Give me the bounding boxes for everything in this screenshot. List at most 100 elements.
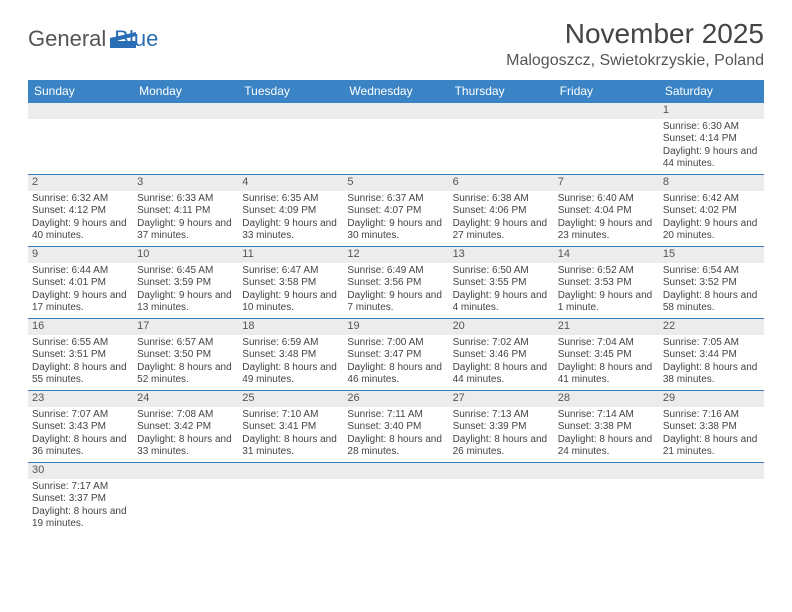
sunrise-text: Sunrise: 7:00 AM: [347, 337, 444, 350]
daylight-text: Daylight: 8 hours and 36 minutes.: [32, 434, 129, 459]
sunset-text: Sunset: 3:37 PM: [32, 493, 129, 506]
daylight-text: Daylight: 9 hours and 33 minutes.: [242, 218, 339, 243]
sunrise-text: Sunrise: 6:37 AM: [347, 193, 444, 206]
day-number: 21: [554, 319, 659, 335]
calendar-week-row: 2Sunrise: 6:32 AMSunset: 4:12 PMDaylight…: [28, 175, 764, 247]
calendar-day-cell: 11Sunrise: 6:47 AMSunset: 3:58 PMDayligh…: [238, 247, 343, 319]
day-number: 17: [133, 319, 238, 335]
sunset-text: Sunset: 3:59 PM: [137, 277, 234, 290]
logo-text-blue: Blue: [114, 26, 158, 52]
sunset-text: Sunset: 4:09 PM: [242, 205, 339, 218]
sunrise-text: Sunrise: 6:55 AM: [32, 337, 129, 350]
calendar-day-cell: 14Sunrise: 6:52 AMSunset: 3:53 PMDayligh…: [554, 247, 659, 319]
sunrise-text: Sunrise: 6:50 AM: [453, 265, 550, 278]
location-text: Malogoszcz, Swietokrzyskie, Poland: [506, 52, 764, 70]
calendar-week-row: 30Sunrise: 7:17 AMSunset: 3:37 PMDayligh…: [28, 463, 764, 535]
calendar-day-cell: [238, 463, 343, 535]
calendar-day-cell: 19Sunrise: 7:00 AMSunset: 3:47 PMDayligh…: [343, 319, 448, 391]
day-number: [659, 463, 764, 479]
day-details: Sunrise: 7:07 AMSunset: 3:43 PMDaylight:…: [28, 407, 133, 462]
sunset-text: Sunset: 3:46 PM: [453, 349, 550, 362]
day-number: 2: [28, 175, 133, 191]
day-number: 22: [659, 319, 764, 335]
sunrise-text: Sunrise: 6:32 AM: [32, 193, 129, 206]
day-details: Sunrise: 7:00 AMSunset: 3:47 PMDaylight:…: [343, 335, 448, 390]
calendar-week-row: 16Sunrise: 6:55 AMSunset: 3:51 PMDayligh…: [28, 319, 764, 391]
daylight-text: Daylight: 8 hours and 52 minutes.: [137, 362, 234, 387]
calendar-day-cell: 6Sunrise: 6:38 AMSunset: 4:06 PMDaylight…: [449, 175, 554, 247]
day-details: Sunrise: 7:04 AMSunset: 3:45 PMDaylight:…: [554, 335, 659, 390]
sunrise-text: Sunrise: 6:35 AM: [242, 193, 339, 206]
sunset-text: Sunset: 3:52 PM: [663, 277, 760, 290]
sunset-text: Sunset: 3:44 PM: [663, 349, 760, 362]
calendar-day-cell: [554, 463, 659, 535]
calendar-day-cell: 20Sunrise: 7:02 AMSunset: 3:46 PMDayligh…: [449, 319, 554, 391]
weekday-header: Thursday: [449, 80, 554, 103]
daylight-text: Daylight: 9 hours and 1 minute.: [558, 290, 655, 315]
calendar-day-cell: 9Sunrise: 6:44 AMSunset: 4:01 PMDaylight…: [28, 247, 133, 319]
daylight-text: Daylight: 9 hours and 17 minutes.: [32, 290, 129, 315]
calendar-day-cell: 27Sunrise: 7:13 AMSunset: 3:39 PMDayligh…: [449, 391, 554, 463]
calendar-day-cell: 24Sunrise: 7:08 AMSunset: 3:42 PMDayligh…: [133, 391, 238, 463]
day-details: Sunrise: 6:38 AMSunset: 4:06 PMDaylight:…: [449, 191, 554, 246]
day-details: Sunrise: 7:08 AMSunset: 3:42 PMDaylight:…: [133, 407, 238, 462]
daylight-text: Daylight: 9 hours and 44 minutes.: [663, 146, 760, 171]
month-title: November 2025: [506, 18, 764, 50]
calendar-week-row: 9Sunrise: 6:44 AMSunset: 4:01 PMDaylight…: [28, 247, 764, 319]
day-details: Sunrise: 7:10 AMSunset: 3:41 PMDaylight:…: [238, 407, 343, 462]
day-number: 10: [133, 247, 238, 263]
sunset-text: Sunset: 3:42 PM: [137, 421, 234, 434]
sunrise-text: Sunrise: 6:49 AM: [347, 265, 444, 278]
sunset-text: Sunset: 4:07 PM: [347, 205, 444, 218]
sunrise-text: Sunrise: 6:59 AM: [242, 337, 339, 350]
calendar-day-cell: [133, 463, 238, 535]
sunset-text: Sunset: 3:39 PM: [453, 421, 550, 434]
weekday-header: Monday: [133, 80, 238, 103]
sunrise-text: Sunrise: 7:16 AM: [663, 409, 760, 422]
day-number: [133, 463, 238, 479]
daylight-text: Daylight: 9 hours and 27 minutes.: [453, 218, 550, 243]
daylight-text: Daylight: 8 hours and 44 minutes.: [453, 362, 550, 387]
daylight-text: Daylight: 9 hours and 4 minutes.: [453, 290, 550, 315]
sunset-text: Sunset: 3:56 PM: [347, 277, 444, 290]
day-number: 15: [659, 247, 764, 263]
calendar-day-cell: 1Sunrise: 6:30 AMSunset: 4:14 PMDaylight…: [659, 103, 764, 175]
sunset-text: Sunset: 3:40 PM: [347, 421, 444, 434]
calendar-day-cell: [659, 463, 764, 535]
calendar-day-cell: [238, 103, 343, 175]
calendar-table: Sunday Monday Tuesday Wednesday Thursday…: [28, 80, 764, 535]
day-details: Sunrise: 6:30 AMSunset: 4:14 PMDaylight:…: [659, 119, 764, 174]
daylight-text: Daylight: 8 hours and 58 minutes.: [663, 290, 760, 315]
day-number: 11: [238, 247, 343, 263]
calendar-day-cell: 3Sunrise: 6:33 AMSunset: 4:11 PMDaylight…: [133, 175, 238, 247]
calendar-day-cell: [343, 463, 448, 535]
day-number: 8: [659, 175, 764, 191]
sunset-text: Sunset: 3:47 PM: [347, 349, 444, 362]
day-details: Sunrise: 6:49 AMSunset: 3:56 PMDaylight:…: [343, 263, 448, 318]
day-number: [28, 103, 133, 119]
calendar-week-row: 1Sunrise: 6:30 AMSunset: 4:14 PMDaylight…: [28, 103, 764, 175]
sunset-text: Sunset: 3:50 PM: [137, 349, 234, 362]
day-details: Sunrise: 7:11 AMSunset: 3:40 PMDaylight:…: [343, 407, 448, 462]
day-number: 28: [554, 391, 659, 407]
day-number: 4: [238, 175, 343, 191]
calendar-day-cell: 26Sunrise: 7:11 AMSunset: 3:40 PMDayligh…: [343, 391, 448, 463]
daylight-text: Daylight: 8 hours and 21 minutes.: [663, 434, 760, 459]
calendar-day-cell: 5Sunrise: 6:37 AMSunset: 4:07 PMDaylight…: [343, 175, 448, 247]
sunset-text: Sunset: 3:41 PM: [242, 421, 339, 434]
sunrise-text: Sunrise: 7:08 AM: [137, 409, 234, 422]
calendar-day-cell: 12Sunrise: 6:49 AMSunset: 3:56 PMDayligh…: [343, 247, 448, 319]
sunset-text: Sunset: 4:06 PM: [453, 205, 550, 218]
weekday-header: Wednesday: [343, 80, 448, 103]
sunset-text: Sunset: 3:38 PM: [558, 421, 655, 434]
daylight-text: Daylight: 9 hours and 13 minutes.: [137, 290, 234, 315]
day-number: [238, 103, 343, 119]
day-number: 3: [133, 175, 238, 191]
day-details: Sunrise: 6:42 AMSunset: 4:02 PMDaylight:…: [659, 191, 764, 246]
day-number: 16: [28, 319, 133, 335]
day-number: 5: [343, 175, 448, 191]
day-number: [238, 463, 343, 479]
title-block: November 2025 Malogoszcz, Swietokrzyskie…: [506, 18, 764, 70]
sunrise-text: Sunrise: 7:07 AM: [32, 409, 129, 422]
sunrise-text: Sunrise: 7:10 AM: [242, 409, 339, 422]
